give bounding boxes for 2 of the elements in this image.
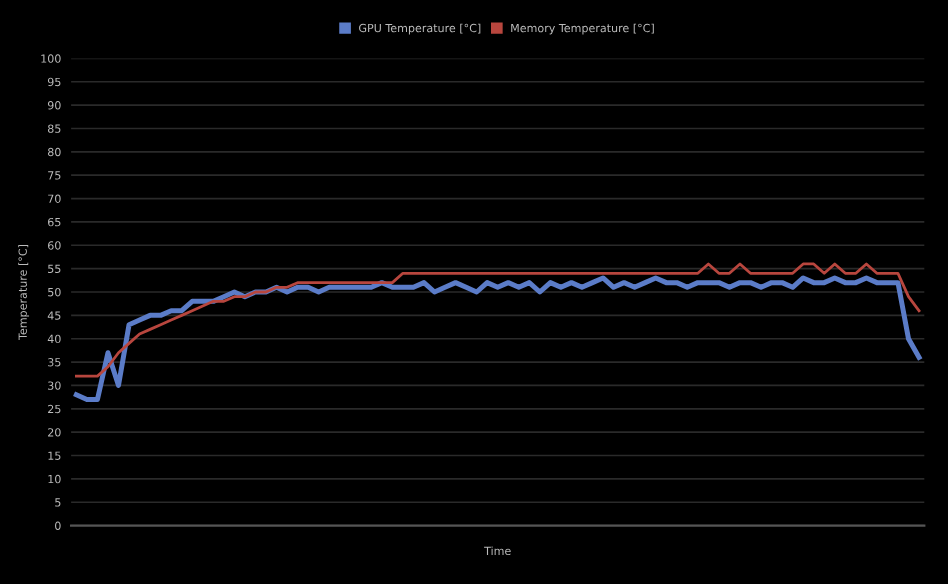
line-series (73, 275, 922, 402)
line-series (74, 262, 921, 378)
